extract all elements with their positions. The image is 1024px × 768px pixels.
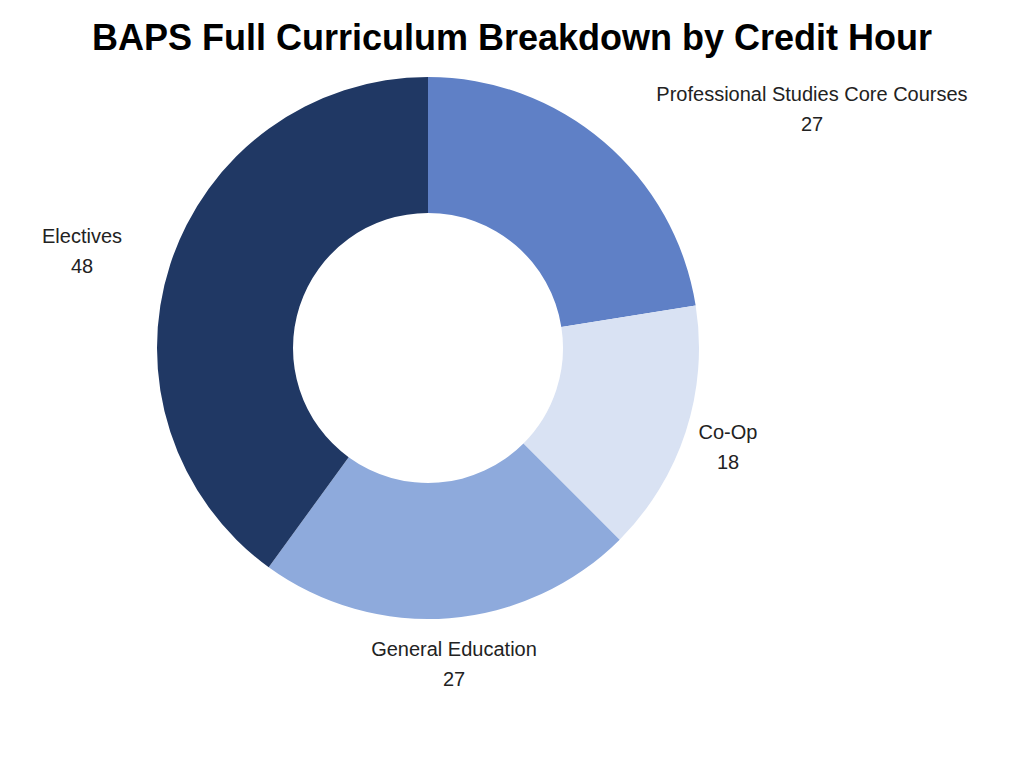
labels: Professional Studies Core Courses 27 Co-Op… [42, 83, 968, 690]
category-label: General Education [371, 638, 537, 660]
slice [157, 77, 428, 567]
data-label: 27 [801, 113, 823, 135]
category-label: Professional Studies Core Courses [656, 83, 967, 105]
data-label: 48 [71, 255, 93, 277]
slices [157, 77, 699, 619]
data-label: 27 [443, 668, 465, 690]
chart: BAPS Full Curriculum Breakdown by Credit… [0, 0, 1024, 768]
slice [428, 77, 696, 327]
category-label: Co-Op [699, 421, 758, 443]
title: BAPS Full Curriculum Breakdown by Credit… [92, 17, 932, 58]
category-label: Electives [42, 225, 122, 247]
data-label: 18 [717, 451, 739, 473]
